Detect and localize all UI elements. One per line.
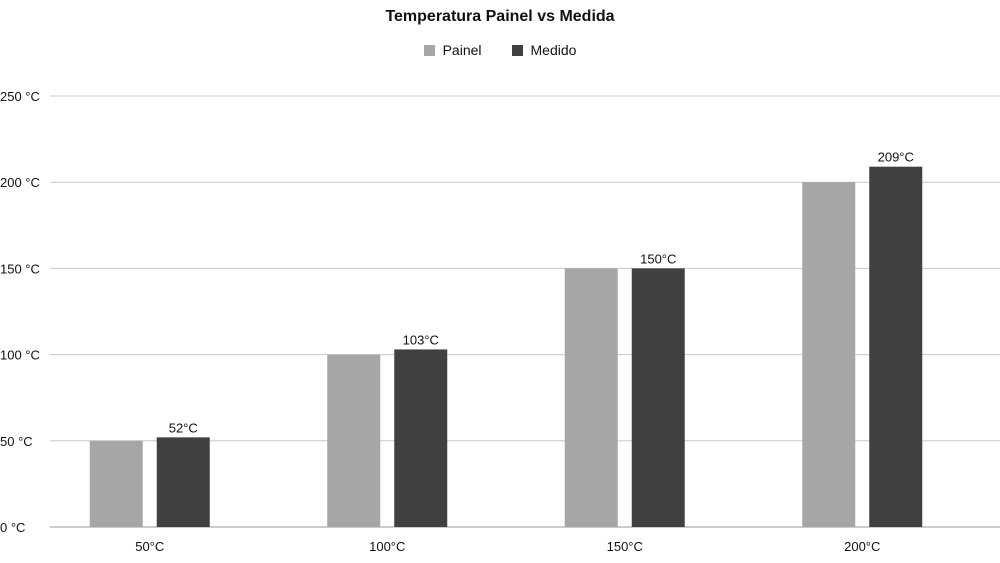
x-tick-label: 100°C xyxy=(369,539,405,554)
legend-item-painel: Painel xyxy=(423,42,482,58)
legend-swatch-medido xyxy=(511,44,523,56)
x-tick-label: 150°C xyxy=(607,539,643,554)
legend-swatch-painel xyxy=(423,44,435,56)
y-tick-label: 200 °C xyxy=(0,175,40,190)
y-tick-label: 50 °C xyxy=(0,434,33,449)
y-tick-label: 150 °C xyxy=(0,261,40,276)
legend-item-medido: Medido xyxy=(511,42,577,58)
legend-label-medido: Medido xyxy=(530,42,577,58)
chart-legend: Painel Medido xyxy=(0,42,1000,58)
x-tick-label: 50°C xyxy=(135,539,164,554)
bar-medido xyxy=(156,437,210,527)
y-tick-label: 100 °C xyxy=(0,348,40,363)
bar-painel xyxy=(89,440,143,527)
bar-painel xyxy=(564,268,618,527)
bar-medido xyxy=(869,166,923,527)
y-tick-label: 0 °C xyxy=(0,520,25,535)
data-label: 150°C xyxy=(640,251,676,266)
data-label: 209°C xyxy=(878,150,914,165)
bar-painel xyxy=(327,354,381,527)
chart-title: Temperatura Painel vs Medida xyxy=(385,8,615,25)
legend-label-painel: Painel xyxy=(442,42,482,58)
x-tick-label: 200°C xyxy=(844,539,880,554)
y-tick-label: 250 °C xyxy=(0,89,40,104)
data-label: 52°C xyxy=(169,420,198,435)
bar-medido xyxy=(394,349,448,527)
data-label: 103°C xyxy=(403,332,439,347)
bar-medido xyxy=(631,268,685,527)
bar-painel xyxy=(802,182,856,527)
